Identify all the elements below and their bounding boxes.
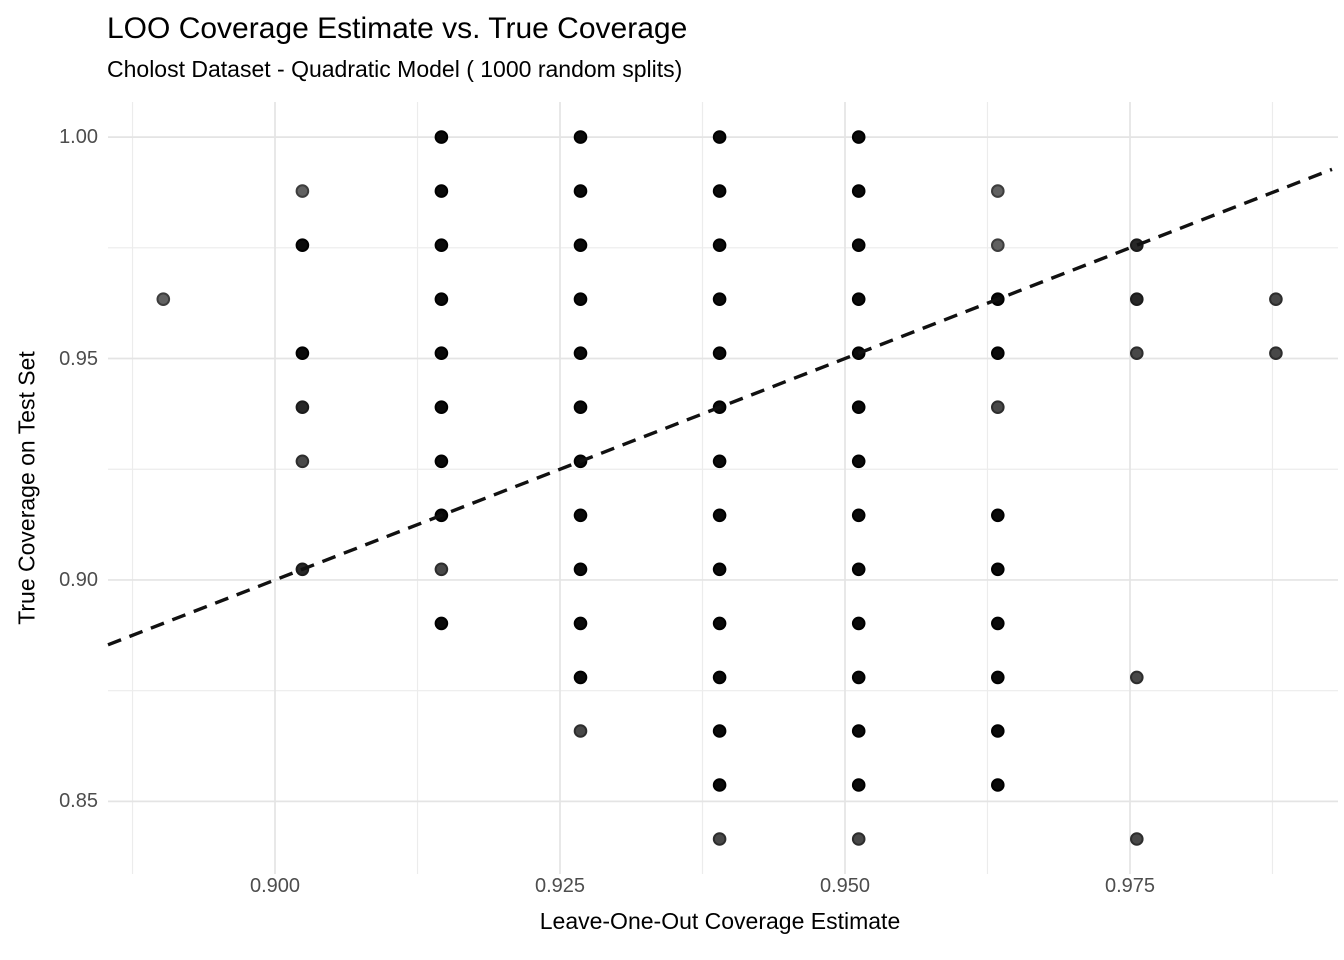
data-point [434,616,449,631]
chart-title: LOO Coverage Estimate vs. True Coverage [107,12,688,45]
data-point [851,778,866,792]
data-point [573,184,588,198]
data-point [851,130,866,144]
data-point [851,400,866,415]
data-point [851,832,866,846]
data-point [851,238,866,252]
data-point [573,238,588,252]
data-point [434,238,449,252]
data-point [712,778,727,792]
data-point [573,292,588,307]
data-point [295,346,310,361]
y-tick-label: 0.85 [59,790,98,813]
data-point [712,724,727,738]
data-point [573,400,588,415]
x-tick-label: 0.975 [1104,875,1156,897]
data-point [712,184,727,198]
data-point [295,454,310,469]
data-point [573,562,588,577]
data-point [991,508,1005,523]
data-point [573,724,588,738]
data-point [851,616,866,631]
data-point [434,292,449,307]
data-point [434,346,449,361]
x-tick-label: 0.900 [249,875,301,897]
data-point [434,562,449,577]
data-point [1269,346,1283,361]
x-tick-label: 0.925 [534,875,586,897]
data-point [1130,346,1144,361]
data-point [1130,832,1144,846]
data-point [573,616,588,631]
data-point [991,238,1005,252]
data-point [991,616,1005,631]
data-point [295,400,310,415]
data-point [851,670,866,685]
data-point [851,454,866,469]
data-point [712,616,727,631]
x-axis-title: Leave-One-Out Coverage Estimate [539,908,901,934]
data-point [573,346,588,361]
y-tick-label: 0.90 [59,568,98,591]
data-point [295,238,310,252]
data-point [712,238,727,252]
data-point [434,400,449,415]
y-tick-label: 0.95 [59,347,98,370]
data-point [712,508,727,523]
data-point [712,832,727,846]
data-point [991,400,1005,415]
data-point [712,454,727,469]
chart-subtitle: Cholost Dataset - Quadratic Model ( 1000… [107,56,683,82]
data-point [712,130,727,144]
data-point [712,346,727,361]
identity-reference-line [107,167,1333,647]
data-point [434,454,449,469]
data-point [851,292,866,307]
x-tick-label: 0.950 [819,875,871,897]
data-point [991,724,1005,738]
data-point [851,184,866,198]
data-point [156,292,171,307]
data-point [851,724,866,738]
data-point [712,562,727,577]
data-point [573,508,588,523]
data-point [1130,670,1144,685]
data-point [851,508,866,523]
data-point [434,130,449,144]
data-point [573,670,588,685]
data-point [1269,292,1283,307]
y-tick-label: 1.00 [59,126,98,149]
data-point [1130,292,1144,307]
data-point [991,346,1005,361]
data-point [295,184,310,198]
data-point [712,292,727,307]
data-point [434,184,449,198]
data-point [991,184,1005,198]
data-point [712,670,727,685]
data-point [991,778,1005,792]
data-point [851,562,866,577]
data-point [573,130,588,144]
data-point [991,562,1005,577]
data-point [991,670,1005,685]
